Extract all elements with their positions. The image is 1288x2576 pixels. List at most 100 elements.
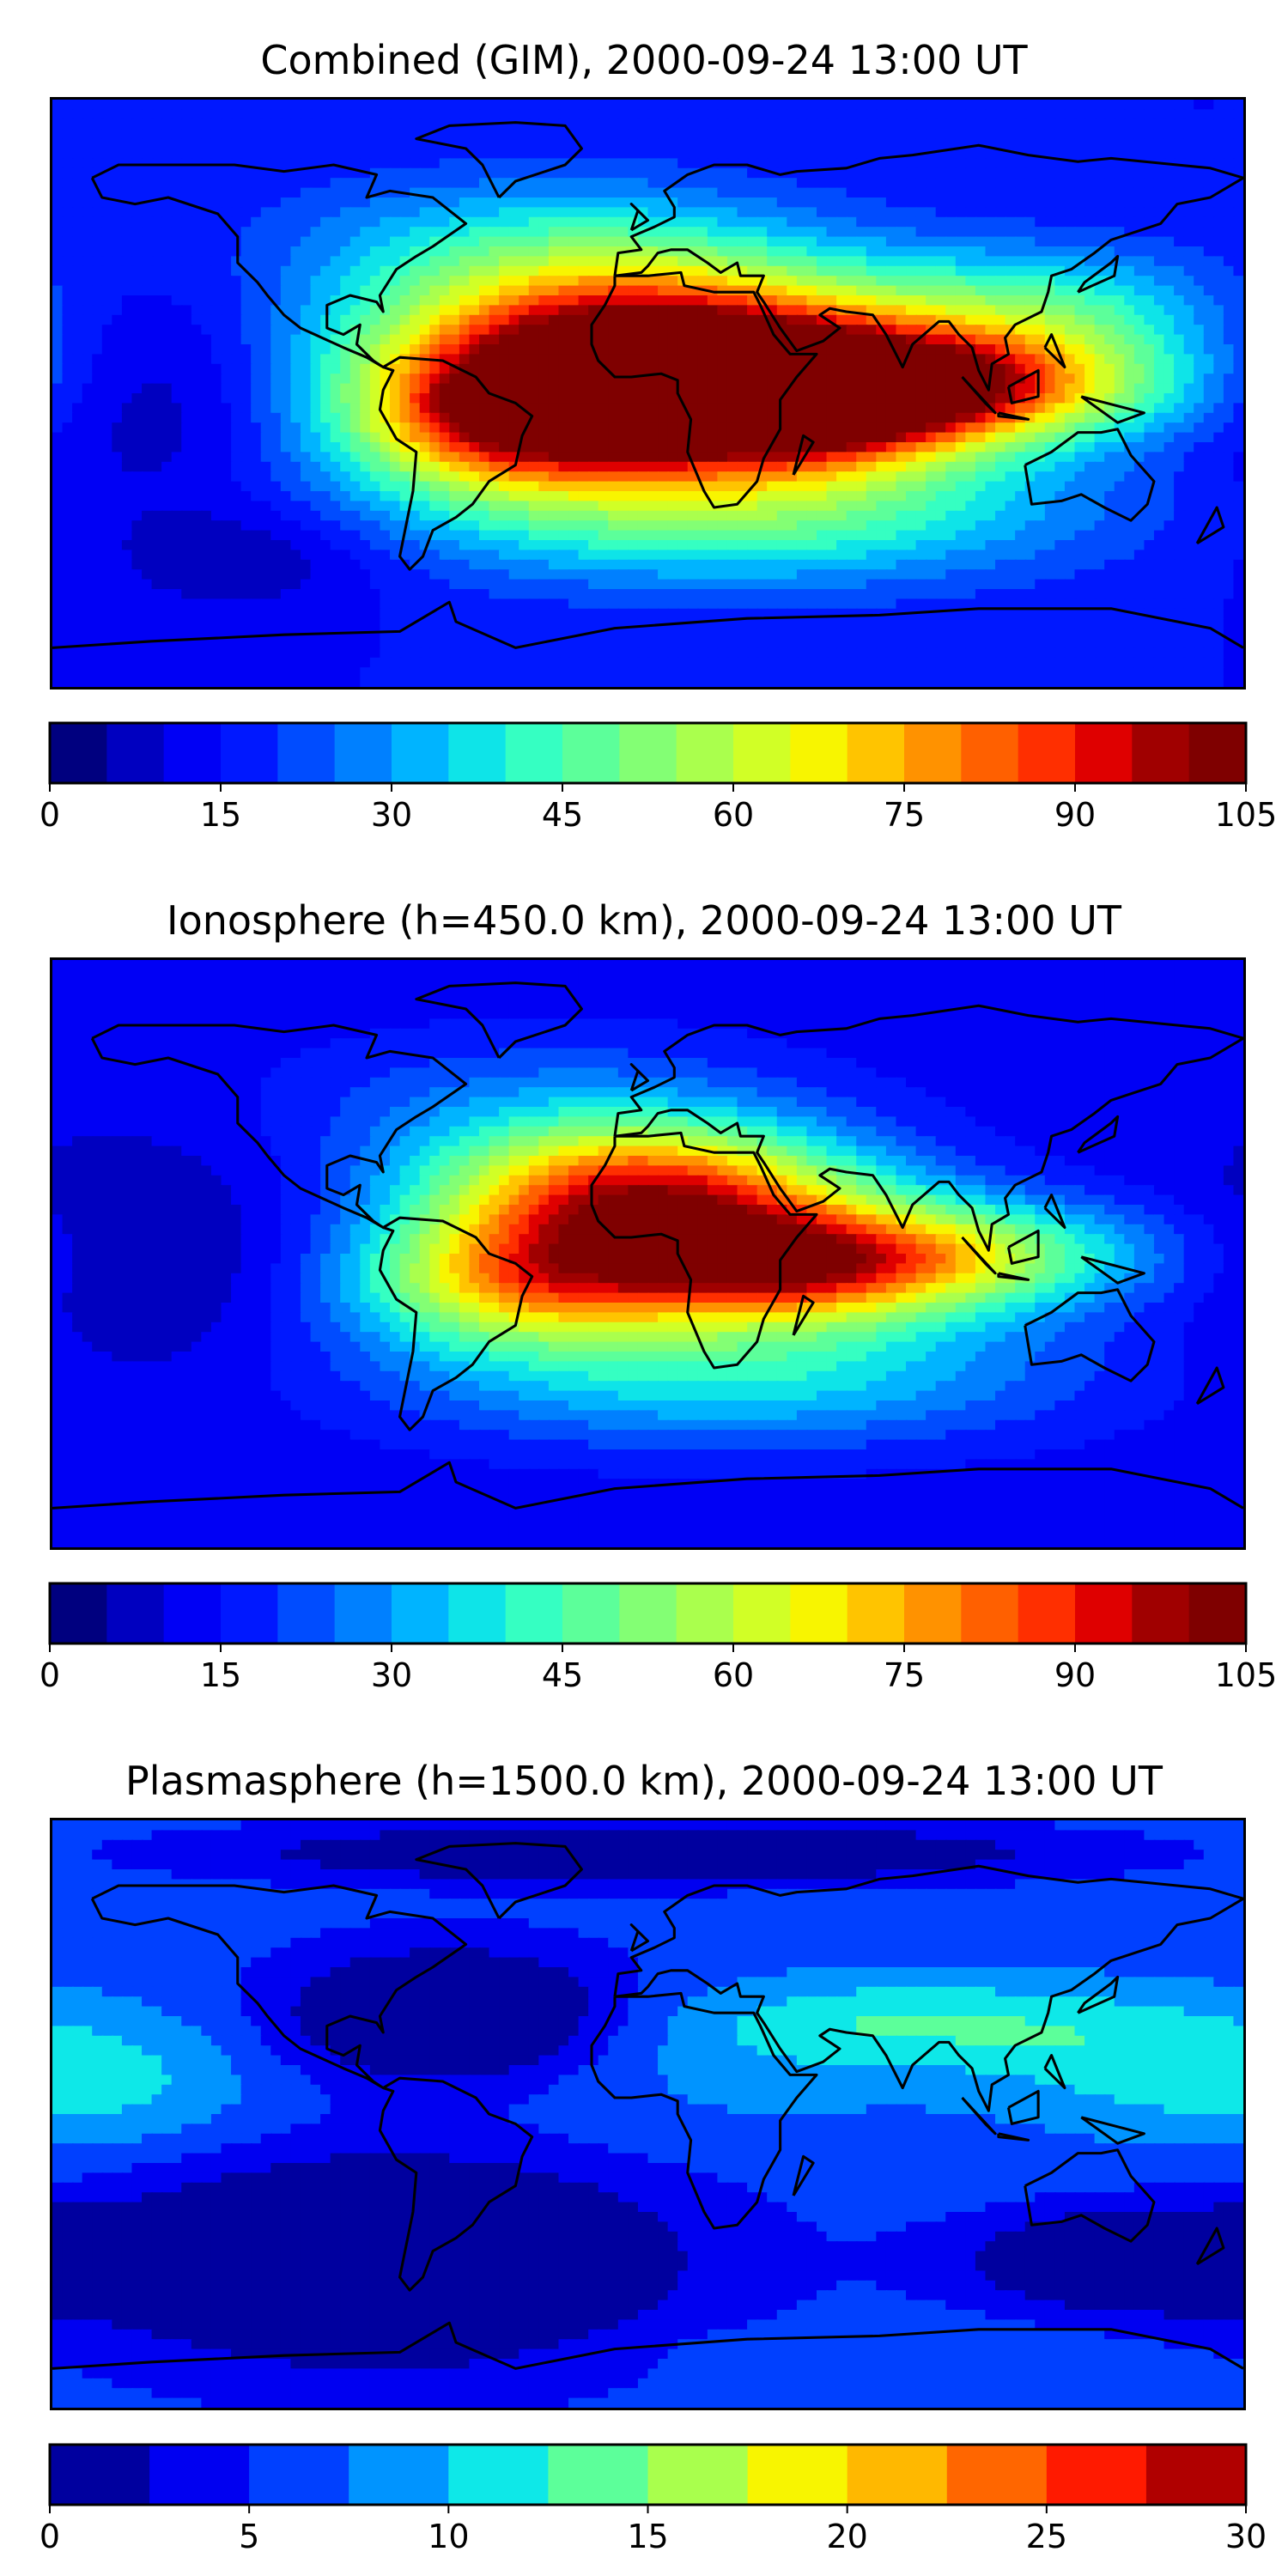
tec-cell: [508, 305, 520, 317]
tec-cell: [806, 265, 818, 277]
tec-cell: [1035, 354, 1047, 366]
tec-cell: [410, 197, 422, 209]
tec-cell: [637, 354, 650, 366]
tec-cell: [1153, 295, 1166, 307]
tec-cell: [151, 227, 163, 239]
tec-cell: [1223, 197, 1235, 209]
tec-cell: [747, 334, 759, 346]
tec-cell: [429, 295, 441, 307]
tec-cell: [1084, 100, 1097, 111]
tec-cell: [1024, 187, 1036, 199]
tec-cell: [1133, 256, 1145, 268]
tec-cell: [985, 109, 997, 121]
tec-cell: [926, 383, 938, 395]
tec-cell: [697, 393, 709, 404]
tec-cell: [1144, 285, 1156, 297]
tec-cell: [1124, 363, 1136, 375]
tec-cell: [1084, 354, 1097, 366]
tec-cell: [360, 109, 372, 121]
tec-cell: [469, 167, 481, 179]
tec-cell: [588, 138, 600, 150]
tec-cell: [52, 138, 64, 150]
tec-cell: [1153, 452, 1166, 464]
tec-cell: [1163, 256, 1176, 268]
tec-cell: [101, 256, 113, 268]
tec-cell: [628, 442, 640, 453]
tec-cell: [310, 403, 322, 415]
tec-cell: [469, 314, 481, 326]
tec-cell: [469, 149, 481, 160]
tec-cell: [320, 187, 332, 199]
tec-cell: [767, 236, 779, 248]
tec-cell: [419, 412, 431, 424]
tec-cell: [677, 334, 690, 346]
tec-cell: [210, 295, 223, 307]
tec-cell: [151, 501, 163, 513]
tec-cell: [588, 236, 600, 248]
tec-cell: [697, 109, 709, 121]
tec-cell: [1223, 118, 1235, 131]
tec-cell: [1035, 178, 1047, 190]
tec-cell: [1104, 178, 1116, 190]
tec-cell: [240, 285, 252, 297]
tec-cell: [885, 158, 897, 170]
tec-cell: [101, 227, 113, 239]
tec-cell: [697, 344, 709, 355]
tec-cell: [449, 236, 461, 248]
tec-cell: [915, 432, 927, 444]
tec-cell: [410, 334, 422, 346]
tec-cell: [419, 305, 431, 317]
tec-cell: [558, 178, 570, 190]
tec-cell: [121, 276, 134, 288]
tec-cell: [1213, 471, 1225, 483]
tec-cell: [479, 276, 491, 288]
tec-cell: [995, 158, 1007, 170]
tec-cell: [151, 344, 163, 355]
tec-cell: [598, 393, 610, 404]
tec-cell: [617, 334, 629, 346]
tec-cell: [479, 129, 491, 141]
tec-cell: [360, 216, 372, 228]
tec-cell: [499, 276, 511, 288]
tec-cell: [1174, 412, 1186, 424]
tec-cell: [330, 354, 342, 366]
tec-cell: [608, 344, 620, 355]
tec-cell: [1074, 216, 1086, 228]
tec-cell: [995, 276, 1007, 288]
tec-cell: [1094, 295, 1106, 307]
tec-cell: [528, 158, 540, 170]
tec-cell: [647, 442, 659, 453]
tec-cell: [756, 216, 769, 228]
tec-cell: [499, 412, 511, 424]
tec-cell: [767, 422, 779, 434]
tec-cell: [369, 461, 381, 473]
tec-cell: [965, 363, 977, 375]
tec-cell: [1153, 325, 1166, 337]
tec-cell: [389, 393, 402, 404]
tec-cell: [112, 305, 124, 317]
tec-cell: [955, 265, 967, 277]
tec-cell: [1153, 178, 1166, 190]
tec-cell: [1024, 422, 1036, 434]
tec-cell: [658, 422, 670, 434]
tec-cell: [1074, 227, 1086, 239]
tec-cell: [499, 403, 511, 415]
tec-cell: [816, 100, 829, 111]
tec-cell: [1133, 276, 1145, 288]
tec-cell: [1174, 432, 1186, 444]
tec-cell: [1213, 383, 1225, 395]
tec-cell: [161, 501, 173, 513]
tec-cell: [72, 501, 84, 513]
tec-cell: [112, 256, 124, 268]
tec-cell: [985, 149, 997, 160]
tec-cell: [112, 501, 124, 513]
tec-cell: [885, 207, 897, 219]
tec-cell: [826, 256, 838, 268]
tec-cell: [707, 442, 719, 453]
tec-cell: [231, 197, 243, 209]
tec-cell: [201, 265, 213, 277]
tec-cell: [935, 412, 947, 424]
tec-cell: [1035, 187, 1047, 199]
tec-cell: [598, 325, 610, 337]
tec-cell: [221, 481, 233, 493]
